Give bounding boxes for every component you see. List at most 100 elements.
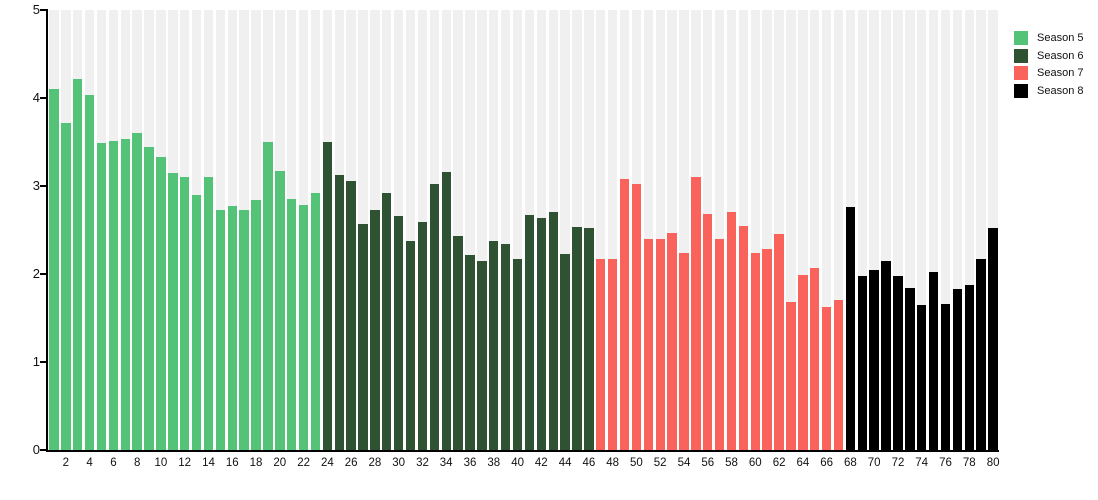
bar-background-column [964,10,974,450]
x-tick-label: 38 [487,457,501,469]
x-tick-label: 46 [582,457,596,469]
bar-episode-14 [203,177,214,450]
bar-background-column [905,10,915,450]
bar-episode-42 [536,217,547,450]
bar-episode-38 [489,240,499,450]
bar-episode-40 [512,259,523,450]
bar-background-column [821,10,832,450]
legend-swatch-icon [1014,48,1028,63]
bar-background-column [679,10,689,450]
x-tick-label: 20 [273,457,287,469]
bar-episode-78 [964,284,974,450]
legend-item: Season 7 [1014,66,1083,80]
bar-episode-3 [73,78,83,450]
bar-episode-72 [893,275,903,450]
bar-episode-35 [453,236,463,450]
bar-episode-25 [334,174,344,450]
bar-episode-30 [393,215,404,450]
bar-background-column [465,10,475,450]
bar-episode-57 [714,238,725,450]
x-tick-label: 26 [344,457,358,469]
bar-episode-80 [988,228,998,450]
bar-episode-66 [821,307,832,450]
bar-episode-37 [477,260,487,450]
bar-episode-36 [465,254,475,450]
bar-episode-77 [952,289,963,450]
x-tick-label: 68 [843,457,857,469]
x-tick-label: 32 [416,457,429,469]
x-axis-line [46,450,999,452]
bar-episode-60 [750,252,760,450]
bar-background-column [786,10,796,450]
bar-background-column [596,10,606,450]
bar-episode-18 [251,200,261,450]
x-tick-label: 22 [297,457,310,469]
bar-episode-32 [417,222,428,450]
bar-episode-59 [738,225,749,450]
bar-episode-12 [180,177,190,450]
bar-episode-16 [227,206,237,450]
bar-episode-39 [500,244,511,450]
bar-episode-67 [833,299,844,450]
x-tick-label: 44 [558,457,572,469]
bar-episode-62 [774,234,784,450]
x-tick-label: 72 [891,457,905,469]
bar-episode-20 [275,171,285,450]
legend-label: Season 5 [1037,32,1084,44]
bar-episode-54 [679,252,689,450]
bar-episode-13 [191,194,202,450]
legend-item: Season 6 [1014,48,1083,63]
x-tick-label: 8 [133,457,141,469]
bar-episode-26 [346,180,356,450]
bar-episode-23 [310,193,321,450]
bar-background-column [857,10,867,450]
y-tick-label: 3 [32,178,40,193]
bar-background-column [489,10,499,450]
bar-background-column [477,10,487,450]
bar-episode-51 [643,238,653,450]
legend-item: Season 8 [1014,83,1084,98]
bar-episode-33 [429,184,440,450]
bar-background-column [762,10,772,450]
bar-background-column [952,10,963,450]
y-tick-mark [40,273,46,275]
bar-episode-48 [607,259,618,450]
bar-episode-65 [810,267,820,450]
bar-episode-49 [619,179,630,450]
bar-episode-68 [845,207,856,450]
x-tick-label: 14 [202,457,215,469]
bar-episode-31 [405,240,416,450]
bar-background-column [405,10,416,450]
bar-background-column [881,10,891,450]
bar-episode-27 [358,223,368,450]
legend-label: Season 8 [1037,84,1084,97]
x-tick-label: 12 [178,457,192,469]
y-axis-line [46,9,48,452]
bar-background-column [940,10,951,450]
bar-background-column [869,10,879,450]
bar-background-column [774,10,784,450]
x-tick-label: 42 [534,457,548,469]
legend: Season 5 Season 6 Season 7 Season 8 [1014,31,1083,101]
x-tick-label: 34 [439,457,453,469]
bar-background-column [917,10,927,450]
bar-episode-17 [239,209,249,450]
y-tick-mark [40,185,46,187]
y-tick-mark [40,361,46,363]
bar-episode-61 [762,249,772,450]
bar-episode-70 [869,269,879,450]
x-tick-label: 24 [320,457,334,469]
bar-episode-53 [667,232,677,450]
x-tick-label: 66 [820,457,833,469]
bar-episode-45 [572,227,582,450]
bar-episode-29 [382,193,392,450]
bar-episode-69 [857,275,867,450]
bar-background-column [643,10,653,450]
x-tick-label: 52 [653,457,667,469]
x-tick-label: 40 [511,457,524,469]
bar-background-column [810,10,820,450]
x-tick-label: 58 [725,457,738,469]
bar-episode-8 [132,133,142,450]
x-tick-label: 76 [939,457,952,469]
